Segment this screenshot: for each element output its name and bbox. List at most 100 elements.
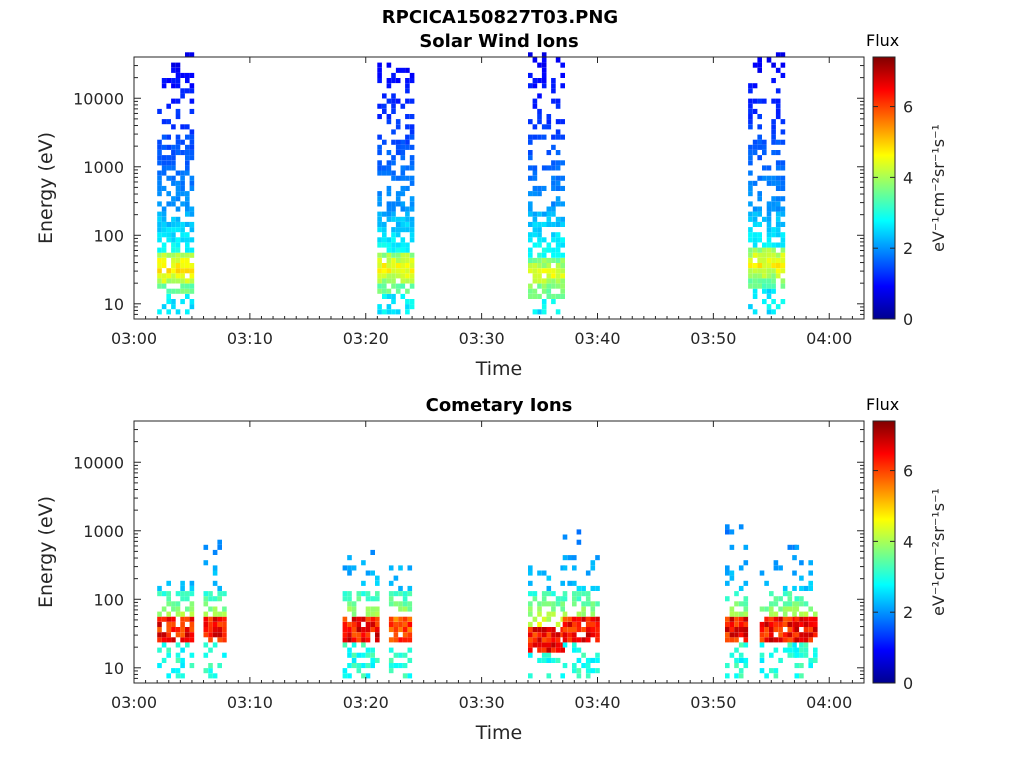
heatmap-cell (361, 591, 366, 597)
heatmap-cell (725, 616, 730, 622)
heatmap-cell (166, 175, 171, 181)
heatmap-cell (382, 278, 387, 284)
heatmap-cell (180, 632, 185, 638)
heatmap-cell (766, 252, 772, 258)
heatmap-cell (551, 78, 556, 84)
heatmap-cell (528, 647, 533, 653)
heatmap-cell (764, 616, 769, 622)
heatmap-cell (775, 180, 781, 186)
heatmap-cell (388, 637, 394, 643)
heatmap-cell (171, 67, 176, 73)
heatmap-cell (762, 144, 767, 150)
heatmap-cell (370, 652, 375, 658)
heatmap-cell (771, 278, 776, 284)
heatmap-cell (555, 247, 561, 253)
heatmap-cell (752, 309, 758, 315)
heatmap-cell (541, 637, 547, 643)
heatmap-cell (175, 98, 181, 104)
heatmap-cell (189, 108, 195, 114)
heatmap-cell (775, 185, 781, 191)
heatmap-cell (808, 637, 813, 643)
heatmap-cell (171, 221, 176, 227)
heatmap-cell (757, 263, 762, 269)
heatmap-cell (161, 252, 167, 258)
heatmap-cell (356, 591, 362, 597)
heatmap-cell (757, 206, 762, 212)
heatmap-cell (771, 232, 776, 238)
heatmap-cell (551, 299, 556, 305)
heatmap-cell (166, 119, 171, 125)
heatmap-cell (365, 606, 371, 612)
heatmap-cell (541, 252, 547, 258)
heatmap-cell (528, 206, 533, 212)
heatmap-cell (780, 221, 786, 227)
heatmap-cell (562, 642, 568, 648)
heatmap-cell (773, 647, 779, 653)
heatmap-cell (395, 273, 401, 279)
heatmap-cell (748, 268, 753, 274)
heatmap-cell (537, 227, 542, 233)
heatmap-cell (161, 206, 167, 212)
heatmap-cell (400, 139, 406, 145)
heatmap-cell (395, 227, 401, 233)
heatmap-cell (171, 601, 176, 607)
heatmap-cell (590, 668, 596, 674)
heatmap-cell (541, 627, 547, 633)
heatmap-cell (171, 144, 176, 150)
heatmap-cell (541, 67, 547, 73)
heatmap-cell (743, 580, 749, 586)
heatmap-cell (560, 263, 565, 269)
heatmap-cell (585, 637, 591, 643)
heatmap-cell (780, 175, 786, 181)
heatmap-cell (175, 268, 181, 274)
heatmap-cell (400, 150, 406, 156)
heatmap-cell (766, 309, 772, 315)
heatmap-cell (576, 585, 582, 591)
heatmap-cell (175, 252, 181, 258)
heatmap-cell (189, 237, 195, 243)
heatmap-cell (738, 565, 744, 571)
heatmap-cell (157, 247, 162, 253)
heatmap-cell (595, 627, 600, 633)
heatmap-cell (743, 596, 749, 602)
heatmap-cell (166, 632, 171, 638)
heatmap-cell (541, 601, 547, 607)
heatmap-cell (377, 191, 382, 197)
heatmap-cell (775, 165, 781, 171)
heatmap-cell (180, 257, 185, 263)
heatmap-cell (391, 278, 396, 284)
heatmap-cell (576, 591, 582, 597)
heatmap-cell (370, 663, 375, 669)
y-tick-label: 10000 (73, 453, 124, 472)
heatmap-cell (759, 668, 765, 674)
heatmap-cell (208, 668, 213, 674)
x-tick-label: 03:40 (574, 329, 620, 348)
heatmap-cell (541, 632, 547, 638)
heatmap-cell (375, 606, 380, 612)
heatmap-cell (734, 611, 739, 617)
heatmap-cell (361, 673, 366, 679)
heatmap-cell (560, 293, 565, 299)
heatmap-cell (391, 268, 396, 274)
heatmap-cell (222, 637, 227, 643)
heatmap-cell (166, 273, 171, 279)
heatmap-cell (752, 252, 758, 258)
heatmap-cell (551, 201, 556, 207)
heatmap-cell (766, 273, 772, 279)
heatmap-cell (546, 278, 552, 284)
heatmap-cell (743, 632, 749, 638)
heatmap-cell (161, 283, 167, 289)
heatmap-cell (391, 309, 396, 315)
heatmap-cell (382, 309, 387, 315)
heatmap-cell (541, 642, 547, 648)
heatmap-cell (180, 93, 185, 99)
heatmap-cell (175, 611, 181, 617)
heatmap-cell (762, 165, 767, 171)
heatmap-cell (532, 309, 538, 315)
heatmap-cell (185, 632, 190, 638)
heatmap-cell (546, 216, 552, 222)
heatmap-cell (377, 67, 382, 73)
heatmap-cell (773, 621, 779, 627)
heatmap-cell (532, 596, 538, 602)
heatmap-cell (537, 93, 542, 99)
